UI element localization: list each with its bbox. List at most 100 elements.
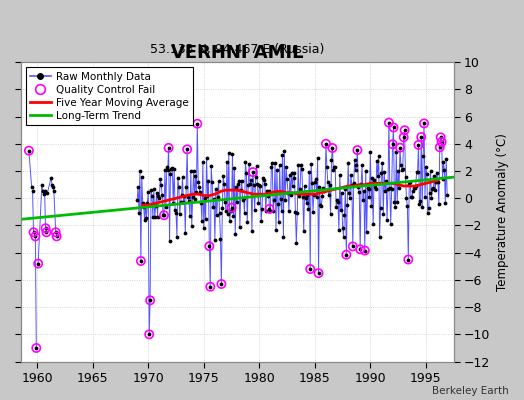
Point	[247, 177, 255, 184]
Point	[52, 233, 61, 240]
Point	[304, 206, 312, 213]
Point	[257, 218, 265, 224]
Point	[276, 196, 285, 202]
Point	[52, 233, 61, 240]
Point	[297, 162, 305, 168]
Point	[417, 134, 425, 140]
Point	[292, 240, 301, 246]
Point	[399, 134, 408, 140]
Point	[343, 202, 352, 208]
Point	[155, 194, 163, 201]
Point	[156, 176, 165, 182]
Point	[440, 167, 449, 173]
Point	[396, 144, 404, 151]
Point	[243, 218, 252, 225]
Point	[146, 297, 154, 304]
Point	[342, 252, 351, 258]
Point	[173, 234, 181, 240]
Point	[172, 210, 180, 216]
Point	[298, 166, 306, 172]
Point	[237, 186, 245, 193]
Y-axis label: Temperature Anomaly (°C): Temperature Anomaly (°C)	[496, 133, 509, 291]
Point	[230, 165, 238, 172]
Point	[315, 184, 324, 191]
Point	[277, 208, 286, 215]
Point	[333, 197, 341, 203]
Point	[381, 188, 389, 194]
Point	[322, 140, 330, 147]
Point	[326, 211, 335, 218]
Point	[392, 148, 400, 155]
Point	[361, 247, 369, 254]
Point	[205, 243, 214, 249]
Point	[295, 193, 303, 199]
Point	[329, 167, 337, 173]
Point	[320, 188, 328, 194]
Point	[32, 345, 40, 351]
Point	[204, 178, 213, 184]
Point	[399, 134, 408, 140]
Point	[201, 195, 209, 201]
Point	[346, 195, 354, 201]
Point	[177, 198, 185, 205]
Point	[242, 170, 250, 177]
Point	[434, 200, 443, 207]
Point	[306, 266, 314, 272]
Point	[264, 192, 272, 199]
Point	[182, 184, 190, 190]
Point	[310, 192, 318, 198]
Point	[328, 145, 336, 151]
Point	[196, 189, 204, 196]
Point	[428, 186, 436, 192]
Point	[161, 167, 169, 173]
Point	[249, 169, 257, 175]
Point	[261, 208, 270, 214]
Point	[31, 233, 39, 240]
Point	[206, 284, 214, 290]
Point	[254, 200, 263, 207]
Point	[142, 215, 150, 222]
Point	[385, 120, 393, 126]
Point	[375, 152, 383, 159]
Point	[229, 213, 237, 220]
Point	[181, 230, 190, 236]
Point	[359, 197, 367, 203]
Point	[168, 165, 177, 171]
Point	[29, 229, 38, 236]
Point	[420, 120, 428, 127]
Point	[379, 211, 388, 217]
Point	[212, 186, 220, 192]
Point	[370, 177, 378, 183]
Point	[409, 188, 417, 194]
Point	[159, 212, 167, 218]
Point	[303, 192, 312, 198]
Point	[136, 168, 144, 174]
Point	[47, 175, 56, 181]
Point	[410, 185, 418, 191]
Point	[369, 221, 377, 228]
Point	[162, 204, 170, 210]
Point	[154, 214, 162, 220]
Point	[358, 162, 366, 168]
Point	[260, 181, 269, 187]
Point	[350, 180, 358, 186]
Point	[255, 182, 264, 188]
Point	[390, 199, 399, 205]
Point	[278, 152, 287, 158]
Point	[430, 173, 439, 180]
Point	[391, 203, 399, 210]
Point	[145, 331, 154, 338]
Point	[433, 170, 441, 176]
Point	[407, 194, 416, 200]
Point	[344, 160, 352, 166]
Point	[163, 167, 172, 174]
Point	[157, 182, 166, 188]
Point	[436, 134, 445, 140]
Point	[375, 234, 384, 240]
Point	[263, 188, 271, 194]
Point	[253, 181, 261, 187]
Point	[208, 179, 216, 186]
Point	[222, 208, 230, 214]
Point	[314, 270, 323, 276]
Point	[435, 144, 444, 150]
